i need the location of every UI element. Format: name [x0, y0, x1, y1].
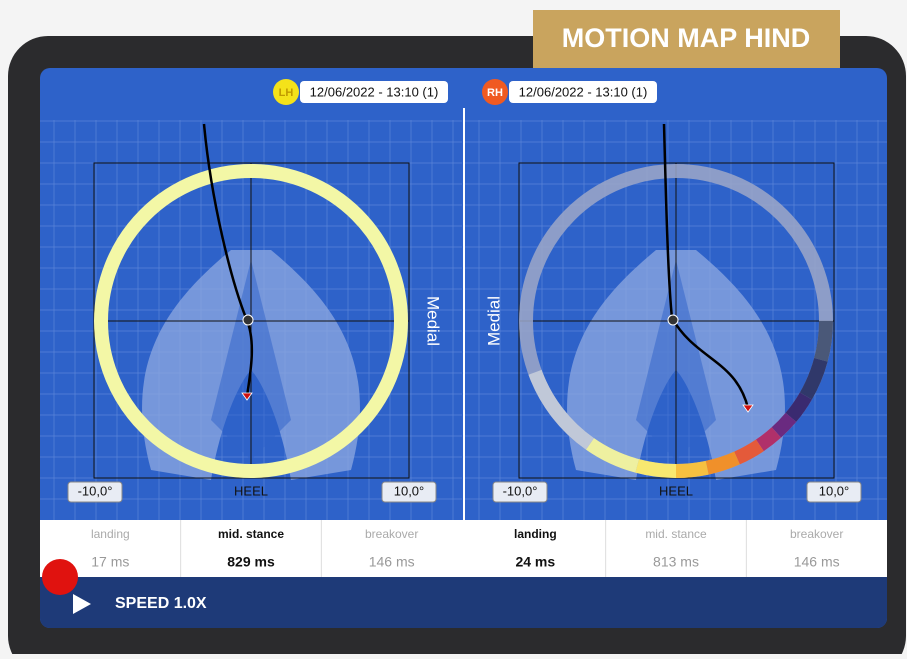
ring-segment	[635, 459, 677, 478]
side-label: Medial	[484, 296, 503, 346]
phase-time: 146 ms	[794, 554, 840, 570]
phase-table	[40, 520, 887, 577]
center-marker	[242, 314, 254, 326]
date-label: 12/06/2022 - 13:10 (1)	[310, 84, 439, 99]
motion-panel: LH 12/06/2022 - 13:10 (1) Medial -10,0° 10,0…	[40, 79, 462, 520]
ring-segment	[675, 460, 709, 478]
date-box	[300, 81, 448, 103]
ring-segment	[799, 357, 828, 400]
play-button[interactable]	[73, 594, 91, 614]
end-marker	[241, 392, 253, 401]
phase-name: mid. stance	[645, 527, 707, 541]
angle-label: 10,0°	[394, 483, 425, 498]
angle-box	[381, 481, 437, 503]
phase-time: 146 ms	[369, 554, 415, 570]
ring-segment	[785, 392, 812, 422]
angle-label: -10,0°	[503, 483, 538, 498]
end-marker	[742, 404, 754, 413]
ring-segment	[705, 451, 740, 475]
center-marker	[667, 314, 679, 326]
motion-panel: RH 12/06/2022 - 13:10 (1) Medial -10,0° 10,0…	[465, 79, 887, 520]
ring-segment	[528, 369, 595, 450]
ring-segment	[734, 439, 764, 465]
date-label: 12/06/2022 - 13:10 (1)	[519, 84, 648, 99]
ring-segment	[771, 412, 797, 438]
progress-handle[interactable]	[42, 559, 78, 595]
phase-name: landing	[91, 527, 130, 541]
ring-segment	[585, 438, 640, 473]
angle-box	[492, 481, 548, 503]
angle-box	[67, 481, 123, 503]
phase-name: breakover	[790, 527, 843, 541]
ring-segment	[814, 320, 833, 362]
angle-box	[806, 481, 862, 503]
badge	[482, 79, 508, 105]
phase-time: 24 ms	[515, 554, 555, 570]
badge	[273, 79, 299, 105]
trajectory	[202, 123, 254, 397]
heel-label: HEEL	[234, 483, 268, 498]
speed-label[interactable]: SPEED 1.0X	[115, 595, 207, 612]
phase-name: landing	[514, 527, 557, 541]
player-bar	[40, 577, 887, 628]
angle-label: 10,0°	[819, 483, 850, 498]
badge-label: RH	[487, 87, 503, 99]
date-box	[509, 81, 657, 103]
badge-label: LH	[279, 87, 294, 99]
phase-name: mid. stance	[218, 527, 284, 541]
phase-name: breakover	[365, 527, 418, 541]
angle-label: -10,0°	[78, 483, 113, 498]
side-label: Medial	[424, 296, 443, 346]
title-tab	[533, 10, 840, 68]
phase-time: 829 ms	[227, 554, 275, 570]
heel-label: HEEL	[659, 483, 693, 498]
phase-time: 813 ms	[653, 554, 699, 570]
ring-segment	[755, 427, 782, 452]
phase-time: 17 ms	[91, 554, 129, 570]
ring	[94, 164, 408, 478]
title: MOTION MAP HIND	[562, 23, 811, 53]
